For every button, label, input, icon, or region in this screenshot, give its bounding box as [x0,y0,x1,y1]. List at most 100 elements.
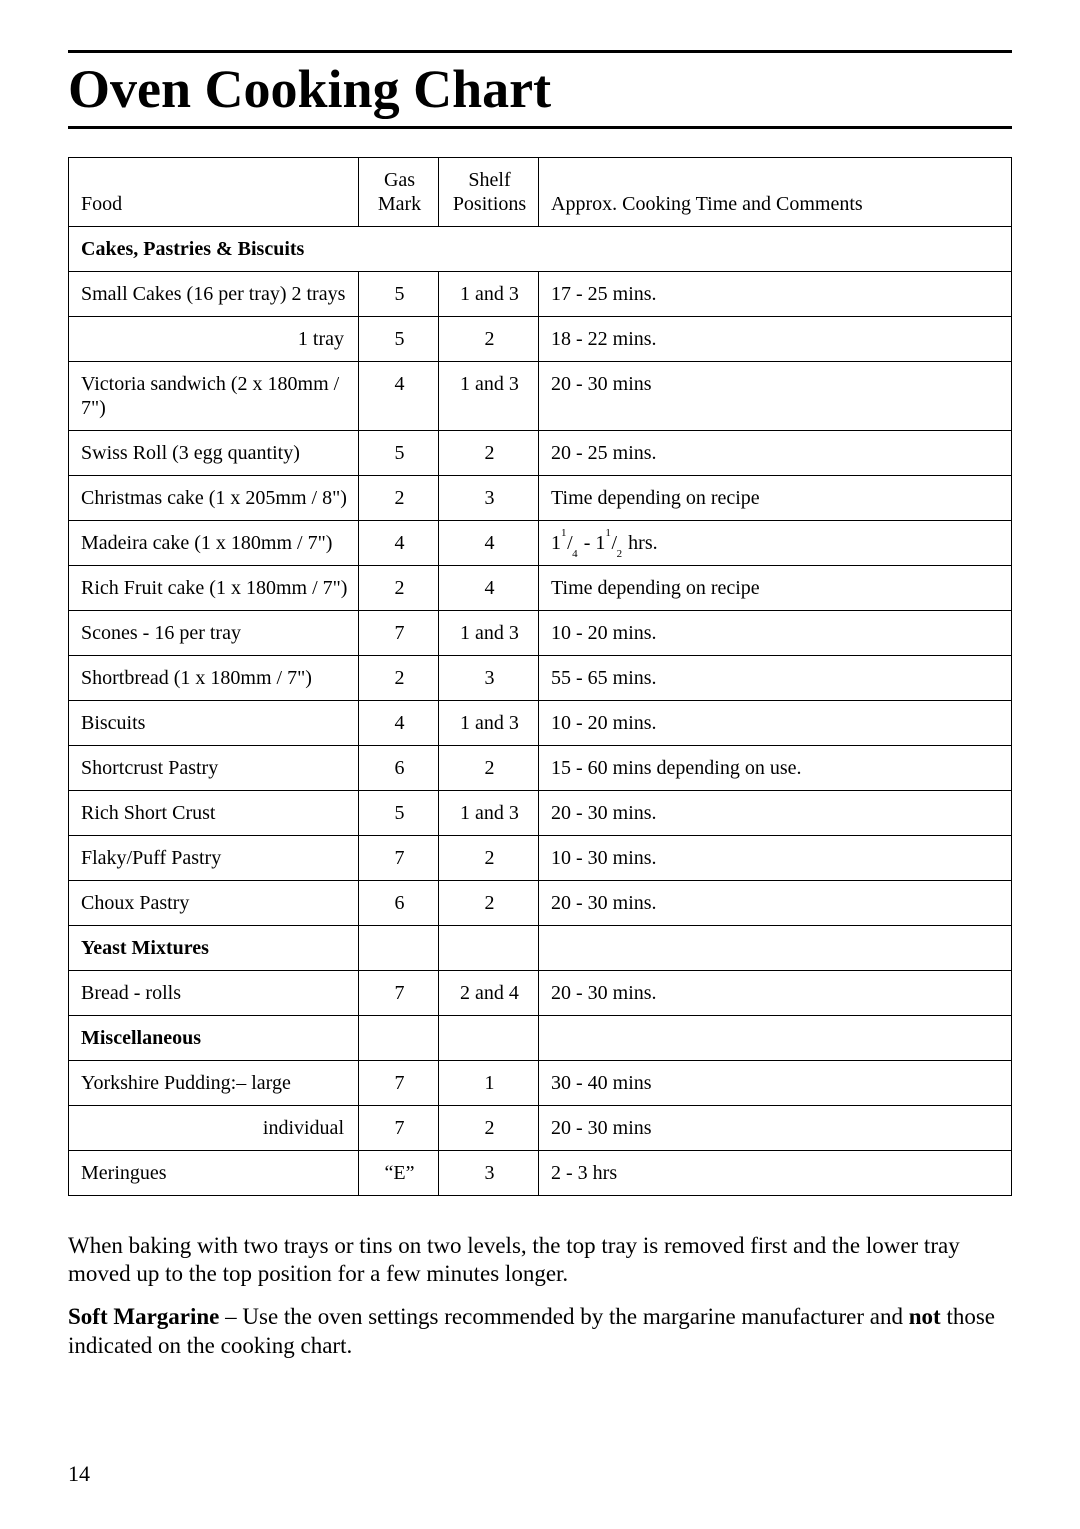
table-row: Biscuits 4 1 and 3 10 - 20 mins. [69,700,1012,745]
cell-gas [359,925,439,970]
cell-food: Flaky/Puff Pastry [69,835,359,880]
table-row: Small Cakes (16 per tray) 2 trays 5 1 an… [69,271,1012,316]
table-row: Victoria sandwich (2 x 180mm / 7") 4 1 a… [69,361,1012,430]
table-row: Choux Pastry 6 2 20 - 30 mins. [69,880,1012,925]
page-number: 14 [68,1461,90,1487]
header-gas-l1: Gas [371,168,428,192]
cell-gas: 5 [359,430,439,475]
cell-gas: 2 [359,655,439,700]
table-row: Rich Fruit cake (1 x 180mm / 7") 2 4 Tim… [69,565,1012,610]
cell-comm: 30 - 40 mins [539,1060,1012,1105]
cell-shelf: 4 [439,520,539,565]
cell-shelf: 2 and 4 [439,970,539,1015]
cell-comm: Time depending on recipe [539,565,1012,610]
cell-gas: 4 [359,520,439,565]
cell-food: Swiss Roll (3 egg quantity) [69,430,359,475]
cell-food: Small Cakes (16 per tray) 2 trays [69,271,359,316]
cell-gas: 5 [359,790,439,835]
cell-food: Rich Short Crust [69,790,359,835]
cell-comm: 18 - 22 mins. [539,316,1012,361]
header-gas: Gas Mark [359,157,439,226]
note-margarine-not: not [909,1304,941,1329]
cell-shelf: 1 and 3 [439,790,539,835]
cell-shelf: 1 and 3 [439,271,539,316]
cell-food: Shortbread (1 x 180mm / 7") [69,655,359,700]
section-yeast: Yeast Mixtures [69,925,1012,970]
cell-gas: 7 [359,835,439,880]
cell-shelf: 3 [439,655,539,700]
cell-comm: 20 - 30 mins. [539,880,1012,925]
table-row: Madeira cake (1 x 180mm / 7") 4 4 11/4 -… [69,520,1012,565]
header-shelf-l1: Shelf [451,168,528,192]
cell-gas: 6 [359,880,439,925]
header-food: Food [69,157,359,226]
cell-comm [539,1015,1012,1060]
section-yeast-label: Yeast Mixtures [69,925,359,970]
cell-comm: 10 - 20 mins. [539,610,1012,655]
cell-food: Christmas cake (1 x 205mm / 8") [69,475,359,520]
cell-gas: 5 [359,271,439,316]
cell-gas: 2 [359,475,439,520]
header-shelf: Shelf Positions [439,157,539,226]
cell-food: Meringues [69,1150,359,1195]
table-row: Scones - 16 per tray 7 1 and 3 10 - 20 m… [69,610,1012,655]
note-trays: When baking with two trays or tins on tw… [68,1232,1012,1290]
cell-shelf: 1 and 3 [439,610,539,655]
cell-gas: 4 [359,700,439,745]
table-row: Shortbread (1 x 180mm / 7") 2 3 55 - 65 … [69,655,1012,700]
cell-food: Biscuits [69,700,359,745]
header-shelf-l2: Positions [451,192,528,216]
cell-shelf: 4 [439,565,539,610]
cell-food: Rich Fruit cake (1 x 180mm / 7") [69,565,359,610]
page: Oven Cooking Chart Food Gas Mark Shelf P… [0,0,1080,1529]
cell-shelf: 3 [439,475,539,520]
table-row: Meringues “E” 3 2 - 3 hrs [69,1150,1012,1195]
cell-gas: “E” [359,1150,439,1195]
cell-comm: 20 - 25 mins. [539,430,1012,475]
cell-shelf: 2 [439,1105,539,1150]
notes: When baking with two trays or tins on tw… [68,1232,1012,1361]
cell-shelf: 2 [439,835,539,880]
cell-gas: 7 [359,1060,439,1105]
header-gas-l2: Mark [371,192,428,216]
cell-comm: 20 - 30 mins [539,1105,1012,1150]
table-row: Flaky/Puff Pastry 7 2 10 - 30 mins. [69,835,1012,880]
cell-shelf: 3 [439,1150,539,1195]
cell-shelf [439,925,539,970]
table-row: individual 7 2 20 - 30 mins [69,1105,1012,1150]
cell-comm: 17 - 25 mins. [539,271,1012,316]
cell-food: Yorkshire Pudding:– large [69,1060,359,1105]
bottom-rule [68,126,1012,129]
cell-comm: Time depending on recipe [539,475,1012,520]
cell-comm: 20 - 30 mins. [539,970,1012,1015]
cell-comm: 20 - 30 mins. [539,790,1012,835]
table-row: Yorkshire Pudding:– large 7 1 30 - 40 mi… [69,1060,1012,1105]
cell-comm: 10 - 20 mins. [539,700,1012,745]
cell-gas: 7 [359,610,439,655]
cell-gas [359,1015,439,1060]
cell-gas: 7 [359,1105,439,1150]
section-cakes: Cakes, Pastries & Biscuits [69,226,1012,271]
cell-gas: 4 [359,361,439,430]
table-row: 1 tray 5 2 18 - 22 mins. [69,316,1012,361]
cell-shelf: 1 [439,1060,539,1105]
header-comments: Approx. Cooking Time and Comments [539,157,1012,226]
cell-food: Choux Pastry [69,880,359,925]
cell-food: Shortcrust Pastry [69,745,359,790]
section-misc-label: Miscellaneous [69,1015,359,1060]
cell-food: Victoria sandwich (2 x 180mm / 7") [69,361,359,430]
note-margarine-prefix: Soft Margarine [68,1304,219,1329]
cell-food: individual [69,1105,359,1150]
table-row: Rich Short Crust 5 1 and 3 20 - 30 mins. [69,790,1012,835]
cooking-chart-table: Food Gas Mark Shelf Positions Approx. Co… [68,157,1012,1196]
cell-gas: 2 [359,565,439,610]
section-cakes-label: Cakes, Pastries & Biscuits [69,226,1012,271]
cell-comm: 20 - 30 mins [539,361,1012,430]
cell-comm: 10 - 30 mins. [539,835,1012,880]
page-title: Oven Cooking Chart [68,61,1012,118]
table-row: Shortcrust Pastry 6 2 15 - 60 mins depen… [69,745,1012,790]
top-rule [68,50,1012,53]
note-margarine-text-a: – Use the oven settings recommended by t… [219,1304,908,1329]
cell-comm: 15 - 60 mins depending on use. [539,745,1012,790]
cell-food: Bread - rolls [69,970,359,1015]
